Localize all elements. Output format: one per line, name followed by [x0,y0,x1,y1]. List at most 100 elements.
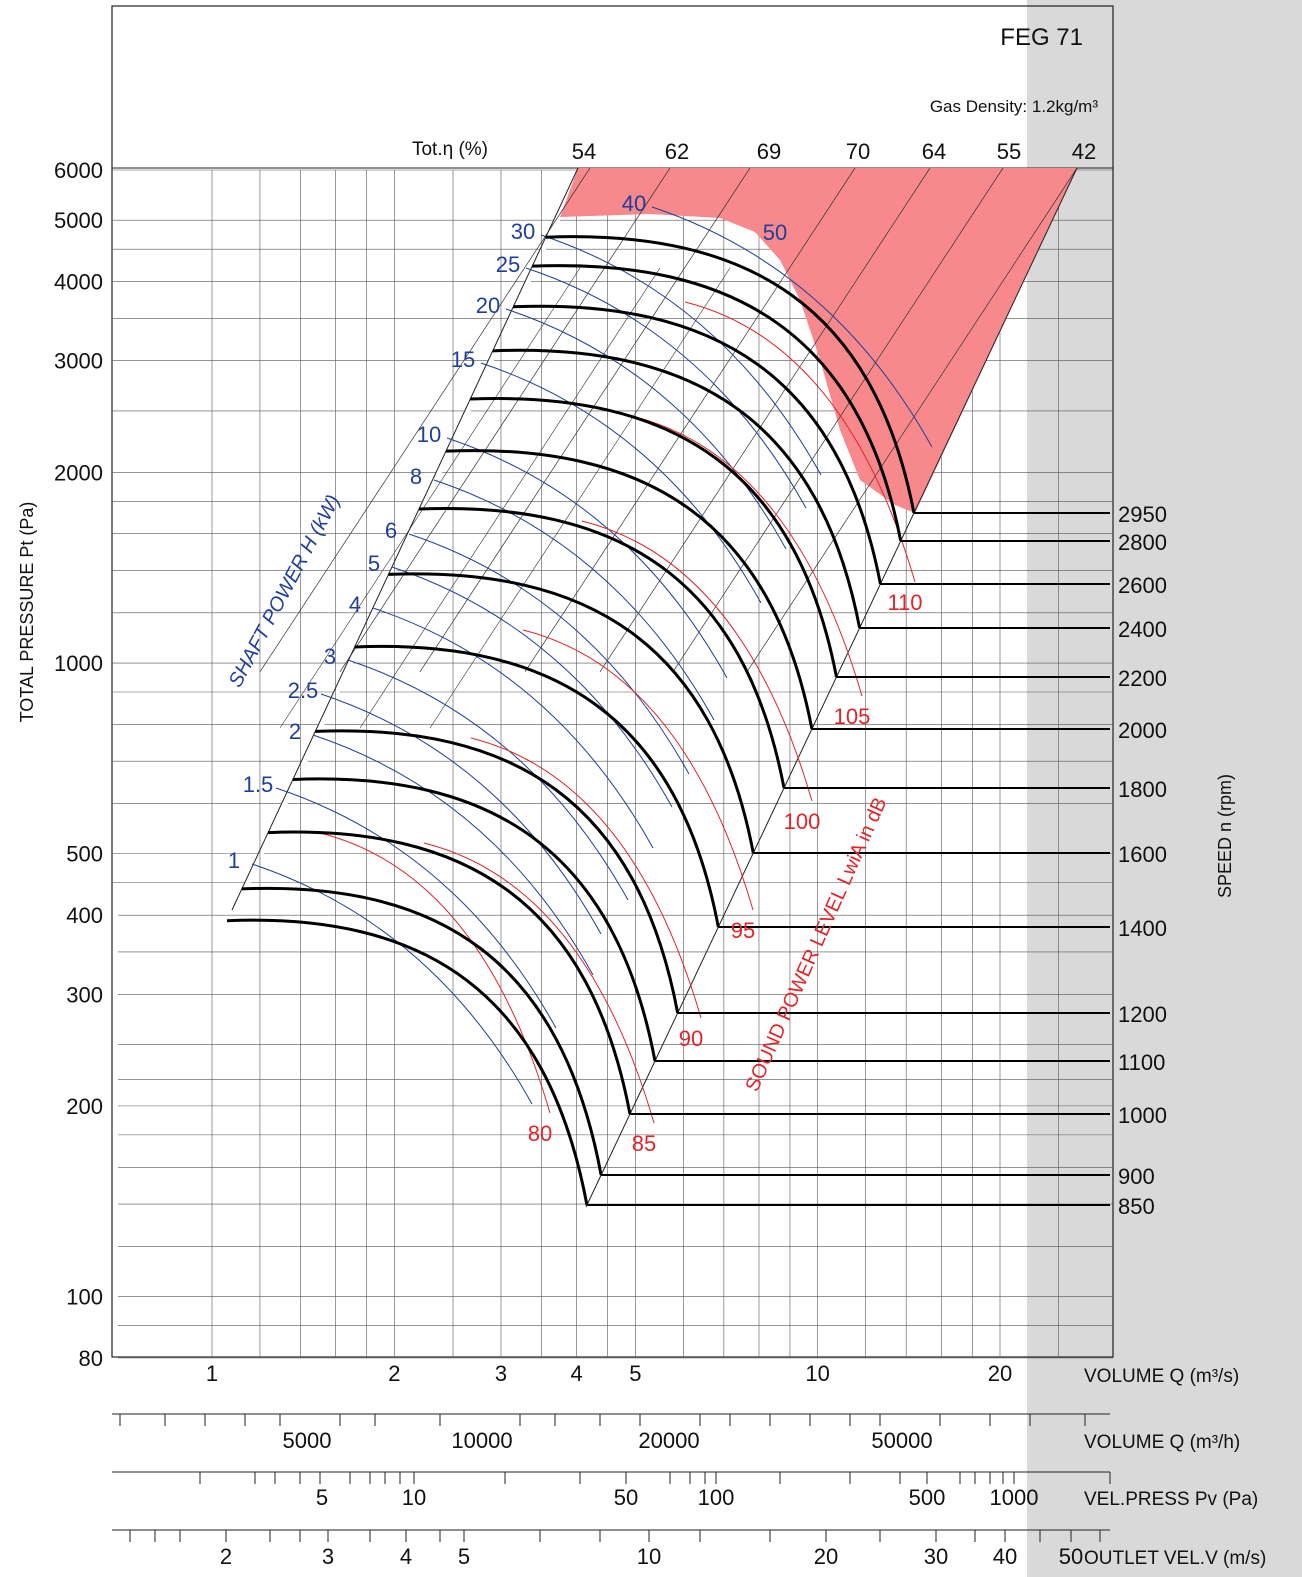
chart-title: FEG 71 [1000,24,1083,51]
speed-label: 1200 [1118,1002,1167,1027]
efficiency-line [599,167,931,673]
shaft-power-label: 10 [417,422,441,447]
sound-power-label: 110 [887,590,922,615]
y-tick-label: 300 [66,982,103,1007]
shaft-power-label: 15 [451,347,475,372]
sound-power-label: 85 [632,1131,656,1156]
secondary-tick-label: 5 [458,1544,470,1569]
shaft-power-label: 4 [349,592,361,617]
shaft-power-line [408,533,690,775]
shaft-power-line [391,566,673,808]
sound-power-line [470,737,702,1019]
shaft-power-label: 3 [324,644,336,669]
speed-curve [445,449,814,730]
speed-curve [532,264,903,542]
x-tick-label: 4 [571,1361,583,1386]
sound-power-axis-label: SOUND POWER LEVEL LwiA in dB [742,794,892,1095]
shaft-power-label: 20 [476,293,500,318]
sound-power-line [319,832,551,1114]
efficiency-line [672,167,1004,673]
shaft-power-line [480,362,762,604]
secondary-axis-label: VEL.PRESS Pv (Pa) [1084,1489,1258,1510]
speed-curve [513,304,882,585]
speed-curve [226,918,589,1206]
y-tick-label: 1000 [54,651,103,676]
shaft-power-line [433,479,715,721]
secondary-tick-label: 50 [1059,1544,1083,1569]
efficiency-line [746,167,1078,673]
secondary-tick-label: 1000 [990,1485,1039,1510]
shaft-power-line [446,437,728,679]
y-tick-label: 500 [66,842,103,867]
speed-curve [418,506,786,789]
x-tick-label: 2 [388,1361,400,1386]
y-tick-label: 3000 [54,349,103,374]
efficiency-line [429,267,731,729]
speed-label: 1100 [1118,1050,1165,1075]
secondary-tick-label: 4 [400,1544,412,1569]
secondary-tick-label: 10000 [451,1428,512,1453]
secondary-axis-label: OUTLET VEL.V (m/s) [1084,1548,1266,1569]
speed-label: 900 [1118,1164,1155,1189]
speed-axis-label: SPEED n (rpm) [1215,774,1235,898]
efficiency-label: 54 [572,139,596,164]
y-tick-label: 200 [66,1094,103,1119]
efficiency-line [419,167,751,673]
shaft-power-label: 2.5 [288,678,319,703]
sound-power-line [522,629,754,911]
speed-curve [470,396,838,678]
secondary-tick-label: 30 [924,1544,948,1569]
speed-label: 2200 [1118,666,1167,691]
shaft-power-label: 30 [511,219,535,244]
efficiency-line [279,267,581,729]
speed-curve [354,644,720,928]
secondary-tick-label: 5 [316,1485,328,1510]
x-axis-label: VOLUME Q (m³/s) [1084,1366,1239,1387]
shaft-power-label: 2 [289,719,301,744]
x-tick-label: 20 [988,1361,1012,1386]
plot-frame [111,5,1114,1358]
y-tick-label: 4000 [54,270,103,295]
speed-label: 2600 [1118,573,1167,598]
efficiency-line [339,167,671,673]
speed-label: 1400 [1118,916,1167,941]
speed-curve [315,729,680,1014]
sound-power-label: 80 [528,1121,552,1146]
efficiency-label: 64 [922,139,946,164]
sound-power-label: 90 [679,1026,703,1051]
secondary-tick-label: 20000 [638,1428,699,1453]
efficiency-line [524,167,856,673]
shaft-power-label: 1.5 [243,772,274,797]
secondary-tick-label: 5000 [283,1428,332,1453]
shaft-power-label: 50 [763,220,787,245]
efficiency-label: 55 [997,139,1021,164]
secondary-tick-label: 500 [909,1485,946,1510]
y-tick-label: 6000 [54,158,103,183]
sound-power-label: 100 [784,809,821,834]
sound-power-line [581,520,813,802]
x-tick-label: 1 [206,1361,218,1386]
efficiency-label: 42 [1072,139,1096,164]
efficiency-axis-label: Tot.η (%) [412,139,488,160]
shaft-power-line [540,234,822,476]
secondary-tick-label: 50000 [871,1428,932,1453]
sound-power-label: 95 [731,918,755,943]
speed-label: 2000 [1118,718,1167,743]
sound-power-line [684,301,916,583]
secondary-tick-label: 10 [402,1485,426,1510]
efficiency-line [259,167,591,673]
shaft-power-line [347,659,629,901]
efficiency-line [359,267,661,729]
speed-label: 2950 [1118,502,1167,527]
x-tick-label: 5 [629,1361,641,1386]
speed-label: 1800 [1118,777,1167,802]
left-boundary-line [231,167,579,911]
shaft-power-label: 8 [410,464,422,489]
speed-curve [241,886,603,1176]
chart-subtitle: Gas Density: 1.2kg/m³ [930,97,1099,116]
y-tick-label: 100 [66,1285,103,1310]
x-tick-label: 10 [805,1361,829,1386]
shaft-power-label: 6 [385,518,397,543]
shaft-power-line [320,693,602,935]
